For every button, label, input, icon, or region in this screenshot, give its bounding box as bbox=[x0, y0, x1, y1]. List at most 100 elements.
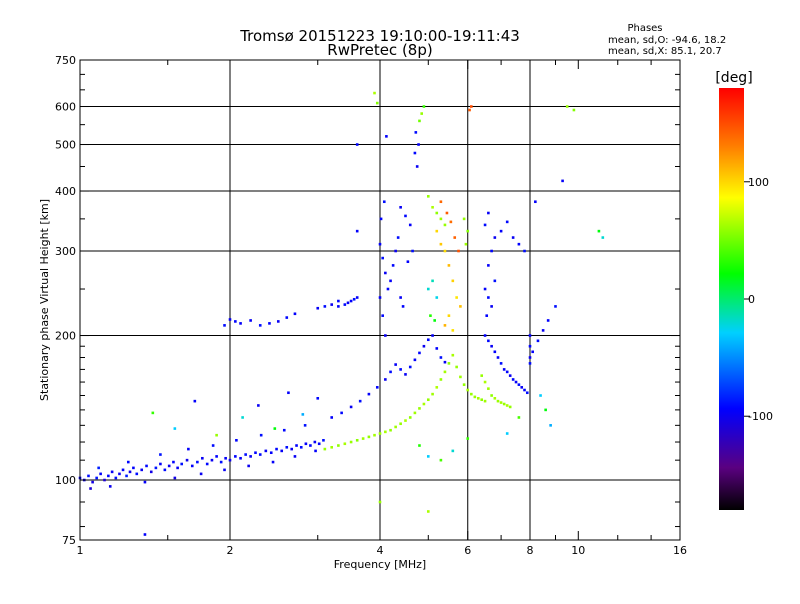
data-point bbox=[394, 363, 397, 366]
data-point bbox=[97, 466, 100, 470]
data-point bbox=[490, 249, 493, 253]
colorbar-tick-label: -100 bbox=[748, 410, 773, 423]
data-point bbox=[541, 329, 545, 332]
data-point bbox=[572, 108, 576, 112]
data-point bbox=[487, 339, 490, 343]
data-point bbox=[449, 220, 453, 224]
data-point bbox=[258, 324, 262, 327]
data-point bbox=[394, 249, 397, 253]
data-point bbox=[539, 394, 542, 397]
data-point bbox=[349, 405, 353, 409]
x-tick-label: 4 bbox=[377, 544, 384, 557]
data-point bbox=[259, 433, 263, 437]
colorbar: [deg] 100 0 -100 bbox=[715, 70, 773, 510]
phase-stats-heading: Phases bbox=[627, 23, 662, 34]
data-point bbox=[426, 338, 430, 342]
data-point bbox=[435, 211, 439, 215]
data-point bbox=[523, 388, 526, 392]
data-point bbox=[453, 236, 457, 239]
data-point bbox=[107, 474, 110, 478]
data-point bbox=[378, 242, 382, 246]
data-point bbox=[389, 279, 392, 283]
data-point bbox=[330, 303, 334, 306]
data-point bbox=[309, 444, 312, 447]
data-point bbox=[87, 474, 90, 478]
data-point bbox=[443, 360, 447, 364]
data-point bbox=[140, 468, 144, 472]
data-point bbox=[511, 378, 515, 381]
data-point bbox=[375, 386, 379, 389]
colorbar-tick-label: 0 bbox=[748, 293, 755, 306]
data-point bbox=[159, 462, 162, 466]
data-point bbox=[487, 264, 490, 267]
data-point bbox=[303, 424, 307, 427]
x-axis-label: Frequency [MHz] bbox=[334, 558, 426, 571]
data-point bbox=[429, 314, 432, 317]
data-point bbox=[224, 456, 227, 460]
data-point bbox=[413, 151, 417, 155]
data-point bbox=[418, 444, 421, 447]
data-point bbox=[299, 446, 303, 449]
data-point bbox=[295, 444, 298, 447]
data-point bbox=[435, 347, 439, 350]
data-point bbox=[382, 200, 386, 204]
data-point bbox=[480, 374, 484, 377]
data-point bbox=[337, 299, 340, 303]
data-point bbox=[435, 386, 439, 389]
data-point bbox=[211, 444, 215, 447]
y-tick-label: 200 bbox=[55, 330, 76, 343]
data-point bbox=[287, 391, 290, 395]
data-point bbox=[180, 462, 184, 466]
data-point bbox=[322, 438, 325, 442]
data-point bbox=[358, 399, 362, 403]
data-point bbox=[235, 438, 238, 442]
data-point bbox=[349, 440, 353, 444]
data-point bbox=[487, 211, 490, 215]
data-point bbox=[381, 314, 384, 317]
data-point bbox=[439, 217, 443, 221]
data-point bbox=[470, 392, 473, 396]
data-point bbox=[264, 449, 268, 453]
x-tick-label: 10 bbox=[571, 544, 585, 557]
data-point bbox=[399, 422, 402, 426]
data-point bbox=[426, 510, 430, 513]
data-point bbox=[485, 314, 489, 317]
data-point bbox=[132, 466, 135, 470]
data-point bbox=[151, 411, 155, 415]
data-point bbox=[330, 416, 334, 419]
data-point bbox=[431, 205, 434, 209]
data-point bbox=[517, 383, 521, 386]
data-point bbox=[373, 91, 376, 95]
axis-ticks: 1 2 4 6 8 10 16 75 100 200 300 400 500 600 750 bbox=[55, 54, 687, 557]
data-point bbox=[462, 383, 466, 386]
data-point bbox=[118, 472, 121, 476]
data-point bbox=[505, 404, 509, 407]
data-point bbox=[172, 460, 175, 464]
data-point bbox=[128, 470, 132, 474]
data-point bbox=[399, 205, 402, 209]
data-point bbox=[337, 444, 340, 447]
data-point bbox=[187, 447, 190, 451]
data-point bbox=[317, 442, 321, 446]
data-point bbox=[199, 472, 203, 476]
data-point bbox=[439, 458, 443, 462]
y-tick-label: 400 bbox=[55, 185, 76, 198]
data-point bbox=[493, 236, 497, 239]
data-point bbox=[502, 402, 506, 406]
data-point bbox=[418, 351, 421, 355]
data-point bbox=[228, 458, 232, 462]
data-point bbox=[443, 223, 447, 227]
data-point bbox=[373, 433, 376, 437]
data-point bbox=[396, 236, 400, 239]
data-point bbox=[487, 387, 490, 390]
x-tick-label: 8 bbox=[527, 544, 534, 557]
data-point bbox=[499, 401, 503, 404]
data-point bbox=[406, 260, 410, 264]
x-tick-label: 6 bbox=[464, 544, 471, 557]
data-point bbox=[316, 397, 320, 400]
data-point bbox=[154, 466, 158, 470]
data-point bbox=[404, 373, 407, 376]
data-point bbox=[439, 242, 443, 246]
data-point bbox=[173, 476, 177, 480]
